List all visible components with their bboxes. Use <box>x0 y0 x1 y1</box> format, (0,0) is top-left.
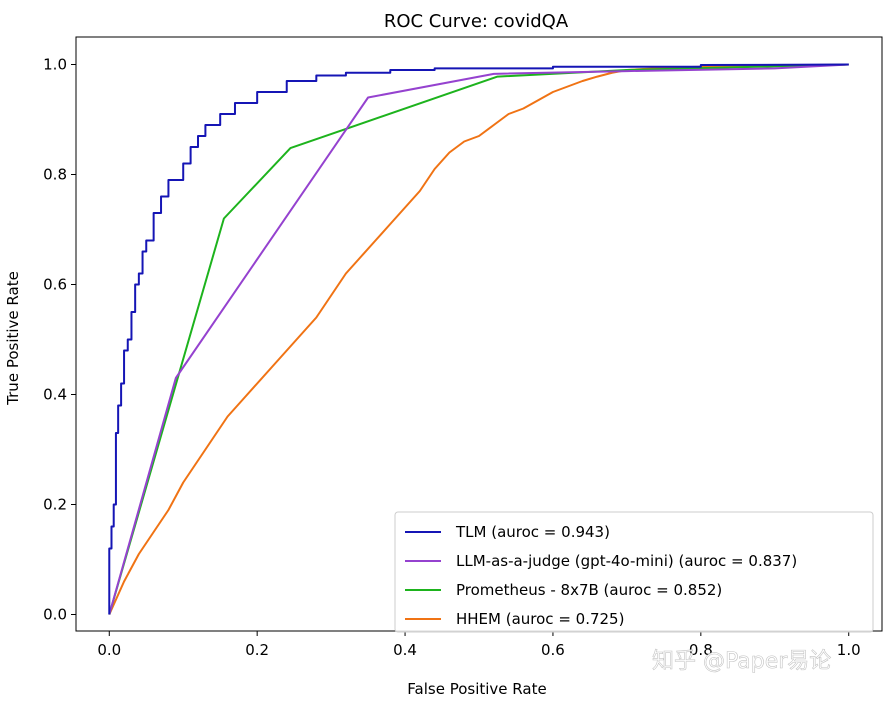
y-tick-label: 1.0 <box>43 56 67 74</box>
series-line-tlm <box>108 63 849 615</box>
legend-label: Prometheus - 8x7B (auroc = 0.852) <box>456 581 722 599</box>
legend: TLM (auroc = 0.943) LLM-as-a-judge (gpt-4… <box>394 511 874 633</box>
legend-box <box>394 511 874 633</box>
x-tick-label: 0.6 <box>541 641 565 659</box>
y-tick-label: 0.6 <box>43 276 67 294</box>
series-line-prometheus <box>108 63 849 615</box>
series-line-llm-as-a-judge <box>108 63 849 615</box>
y-axis-label: True Positive Rate <box>4 271 22 406</box>
x-tick-label: 0.0 <box>97 641 121 659</box>
chart-title: ROC Curve: covidQA <box>384 11 569 32</box>
y-tick-label: 0.2 <box>43 496 67 514</box>
x-tick-label: 1.0 <box>837 641 861 659</box>
series-layer <box>108 63 849 615</box>
y-tick-label: 0.8 <box>43 166 67 184</box>
y-axis: 0.0 0.2 0.4 0.6 0.8 1.0 <box>43 56 76 624</box>
legend-label: TLM (auroc = 0.943) <box>455 523 610 541</box>
watermark: 知乎 @Paper易论 <box>652 649 831 674</box>
y-tick-label: 0.0 <box>43 606 67 624</box>
x-axis-label: False Positive Rate <box>407 680 546 698</box>
legend-label: LLM-as-a-judge (gpt-4o-mini) (auroc = 0.… <box>456 552 797 570</box>
x-tick-label: 0.2 <box>245 641 269 659</box>
x-axis: 0.0 0.2 0.4 0.6 0.8 1.0 <box>97 631 861 659</box>
legend-entries: TLM (auroc = 0.943) LLM-as-a-judge (gpt-4… <box>405 523 797 628</box>
x-tick-label: 0.4 <box>393 641 417 659</box>
legend-label: HHEM (auroc = 0.725) <box>456 610 624 628</box>
series-line-hhem <box>108 63 849 615</box>
x-tick-label: 0.8 <box>689 641 713 659</box>
y-tick-label: 0.4 <box>43 386 67 404</box>
